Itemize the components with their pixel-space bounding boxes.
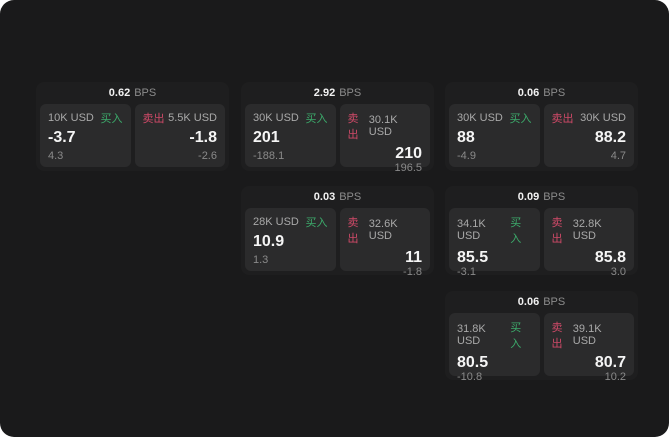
buy-side-label: 买入 [510, 217, 522, 245]
quote-card: 0.06 BPS 30K USD 买入 88 -4.9 卖出 30K USD 8… [445, 82, 638, 171]
sell-sub-value: 4.7 [610, 150, 626, 162]
sell-size: 39.1K USD [572, 323, 602, 347]
spread-unit: BPS [543, 87, 566, 99]
buy-price: -3.7 [48, 129, 76, 146]
buy-size: 34.1K USD [457, 218, 486, 242]
sell-panel[interactable]: 卖出 32.8K USD 85.8 3.0 [543, 208, 634, 278]
sell-panel[interactable]: 卖出 5.5K USD -1.8 -2.6 [134, 104, 225, 167]
spread-header: 0.09 BPS [445, 186, 638, 208]
sell-side-label: 卖出 [347, 113, 359, 141]
buy-size: 30K USD [457, 112, 503, 124]
spread-header: 0.03 BPS [241, 186, 434, 208]
quote-card: 0.09 BPS 34.1K USD 买入 85.5 -3.1 卖出 32.8K… [445, 186, 638, 278]
buy-price: 201 [253, 129, 280, 146]
sell-sub-value: 196.5 [394, 162, 422, 174]
sell-panel[interactable]: 卖出 39.1K USD 80.7 10.2 [543, 313, 634, 383]
sell-side-label: 卖出 [551, 322, 563, 350]
buy-sub-value: 1.3 [253, 254, 269, 266]
spread-unit: BPS [339, 87, 362, 99]
buy-side-label: 买入 [100, 113, 123, 125]
sell-size: 32.6K USD [368, 218, 398, 242]
sell-price: 11 [405, 249, 422, 266]
buy-price: 80.5 [457, 354, 489, 371]
buy-panel[interactable]: 31.8K USD 买入 80.5 -10.8 [449, 313, 540, 383]
buy-sub-value: -3.1 [457, 266, 476, 278]
sell-panel[interactable]: 卖出 30.1K USD 210 196.5 [339, 104, 430, 174]
sell-price: 80.7 [594, 354, 626, 371]
buy-size: 30K USD [253, 112, 299, 124]
spread-unit: BPS [543, 296, 566, 308]
buy-size: 10K USD [48, 112, 94, 124]
buy-side-label: 买入 [509, 113, 532, 125]
quote-card: 0.62 BPS 10K USD 买入 -3.7 4.3 卖出 5.5K USD… [36, 82, 229, 171]
buy-side-label: 买入 [305, 217, 328, 229]
sell-price: 85.8 [594, 249, 626, 266]
buy-side-label: 买入 [305, 113, 328, 125]
buy-price: 88 [457, 129, 475, 146]
spread-header: 0.06 BPS [445, 291, 638, 313]
quote-card: 2.92 BPS 30K USD 买入 201 -188.1 卖出 30.1K … [241, 82, 434, 174]
buy-sub-value: -4.9 [457, 150, 476, 162]
spread-value: 0.06 [517, 296, 540, 308]
sell-panel[interactable]: 卖出 32.6K USD 11 -1.8 [339, 208, 430, 278]
spread-value: 0.62 [108, 87, 131, 99]
sell-price: 88.2 [594, 129, 626, 146]
buy-sub-value: -10.8 [457, 371, 483, 383]
buy-panel[interactable]: 10K USD 买入 -3.7 4.3 [40, 104, 131, 167]
buy-panel[interactable]: 30K USD 买入 201 -188.1 [245, 104, 336, 167]
spread-unit: BPS [134, 87, 157, 99]
spread-unit: BPS [543, 191, 566, 203]
sell-size: 30K USD [580, 112, 626, 124]
sell-panel[interactable]: 卖出 30K USD 88.2 4.7 [543, 104, 634, 167]
spread-header: 0.06 BPS [445, 82, 638, 104]
sell-side-label: 卖出 [347, 217, 359, 245]
sell-price: -1.8 [189, 129, 217, 146]
sell-side-label: 卖出 [142, 113, 165, 125]
buy-size: 28K USD [253, 216, 299, 228]
sell-price: 210 [395, 145, 422, 162]
buy-panel[interactable]: 28K USD 买入 10.9 1.3 [245, 208, 336, 271]
sell-sub-value: -2.6 [198, 150, 217, 162]
sell-sub-value: 3.0 [610, 266, 626, 278]
spread-header: 2.92 BPS [241, 82, 434, 104]
buy-sub-value: 4.3 [48, 150, 64, 162]
sell-sub-value: -1.8 [403, 266, 422, 278]
sell-size: 30.1K USD [368, 114, 398, 138]
sell-size: 5.5K USD [168, 112, 217, 124]
spread-value: 2.92 [313, 87, 336, 99]
buy-sub-value: -188.1 [253, 150, 285, 162]
sell-size: 32.8K USD [572, 218, 602, 242]
sell-sub-value: 10.2 [604, 371, 626, 383]
spread-header: 0.62 BPS [36, 82, 229, 104]
spread-value: 0.06 [517, 87, 540, 99]
spread-unit: BPS [339, 191, 362, 203]
quote-card: 0.03 BPS 28K USD 买入 10.9 1.3 卖出 32.6K US… [241, 186, 434, 278]
buy-side-label: 买入 [510, 322, 522, 350]
buy-price: 85.5 [457, 249, 489, 266]
sell-side-label: 卖出 [551, 113, 574, 125]
buy-price: 10.9 [253, 233, 285, 250]
quote-card: 0.06 BPS 31.8K USD 买入 80.5 -10.8 卖出 39.1… [445, 291, 638, 383]
sell-side-label: 卖出 [551, 217, 563, 245]
buy-size: 31.8K USD [457, 323, 486, 347]
spread-value: 0.03 [313, 191, 336, 203]
buy-panel[interactable]: 30K USD 买入 88 -4.9 [449, 104, 540, 167]
spread-value: 0.09 [517, 191, 540, 203]
buy-panel[interactable]: 34.1K USD 买入 85.5 -3.1 [449, 208, 540, 278]
